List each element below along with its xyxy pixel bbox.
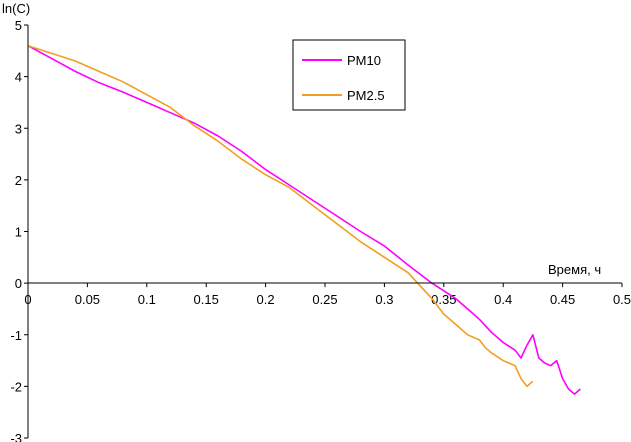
y-tick-label: 3 [15, 121, 22, 136]
tick-marks [24, 24, 623, 439]
series-line-pm25 [27, 44, 534, 388]
legend-label-pm25: PM2.5 [347, 88, 385, 103]
y-tick-label: -1 [10, 328, 22, 343]
y-tick-label: -3 [10, 431, 22, 442]
x-tick-label: 0.15 [194, 292, 219, 307]
legend-label-pm10: PM10 [347, 53, 381, 68]
x-tick-label: 0.25 [312, 292, 337, 307]
x-tick-label: 0.35 [431, 292, 456, 307]
y-tick-label: 4 [15, 70, 22, 85]
x-tick-label: 0.5 [613, 292, 631, 307]
legend: PM10 PM2.5 [292, 39, 406, 111]
x-tick-label: 0.3 [375, 292, 393, 307]
y-tick-label: 5 [15, 18, 22, 33]
y-tick-label: 1 [15, 225, 22, 240]
y-tick-label: 0 [15, 276, 22, 291]
x-tick-label: 0.05 [75, 292, 100, 307]
x-tick-label: 0.2 [257, 292, 275, 307]
legend-box [292, 39, 406, 111]
tick-labels: -3-2-101234500.050.10.150.20.250.30.350.… [10, 18, 631, 442]
x-tick-label: 0.1 [138, 292, 156, 307]
y-axis-title: ln(C) [2, 1, 30, 16]
x-tick-label: 0.45 [550, 292, 575, 307]
y-tick-label: 2 [15, 173, 22, 188]
y-tick-label: -2 [10, 379, 22, 394]
x-axis-title: Время, ч [548, 262, 601, 277]
x-tick-label: 0.4 [494, 292, 512, 307]
